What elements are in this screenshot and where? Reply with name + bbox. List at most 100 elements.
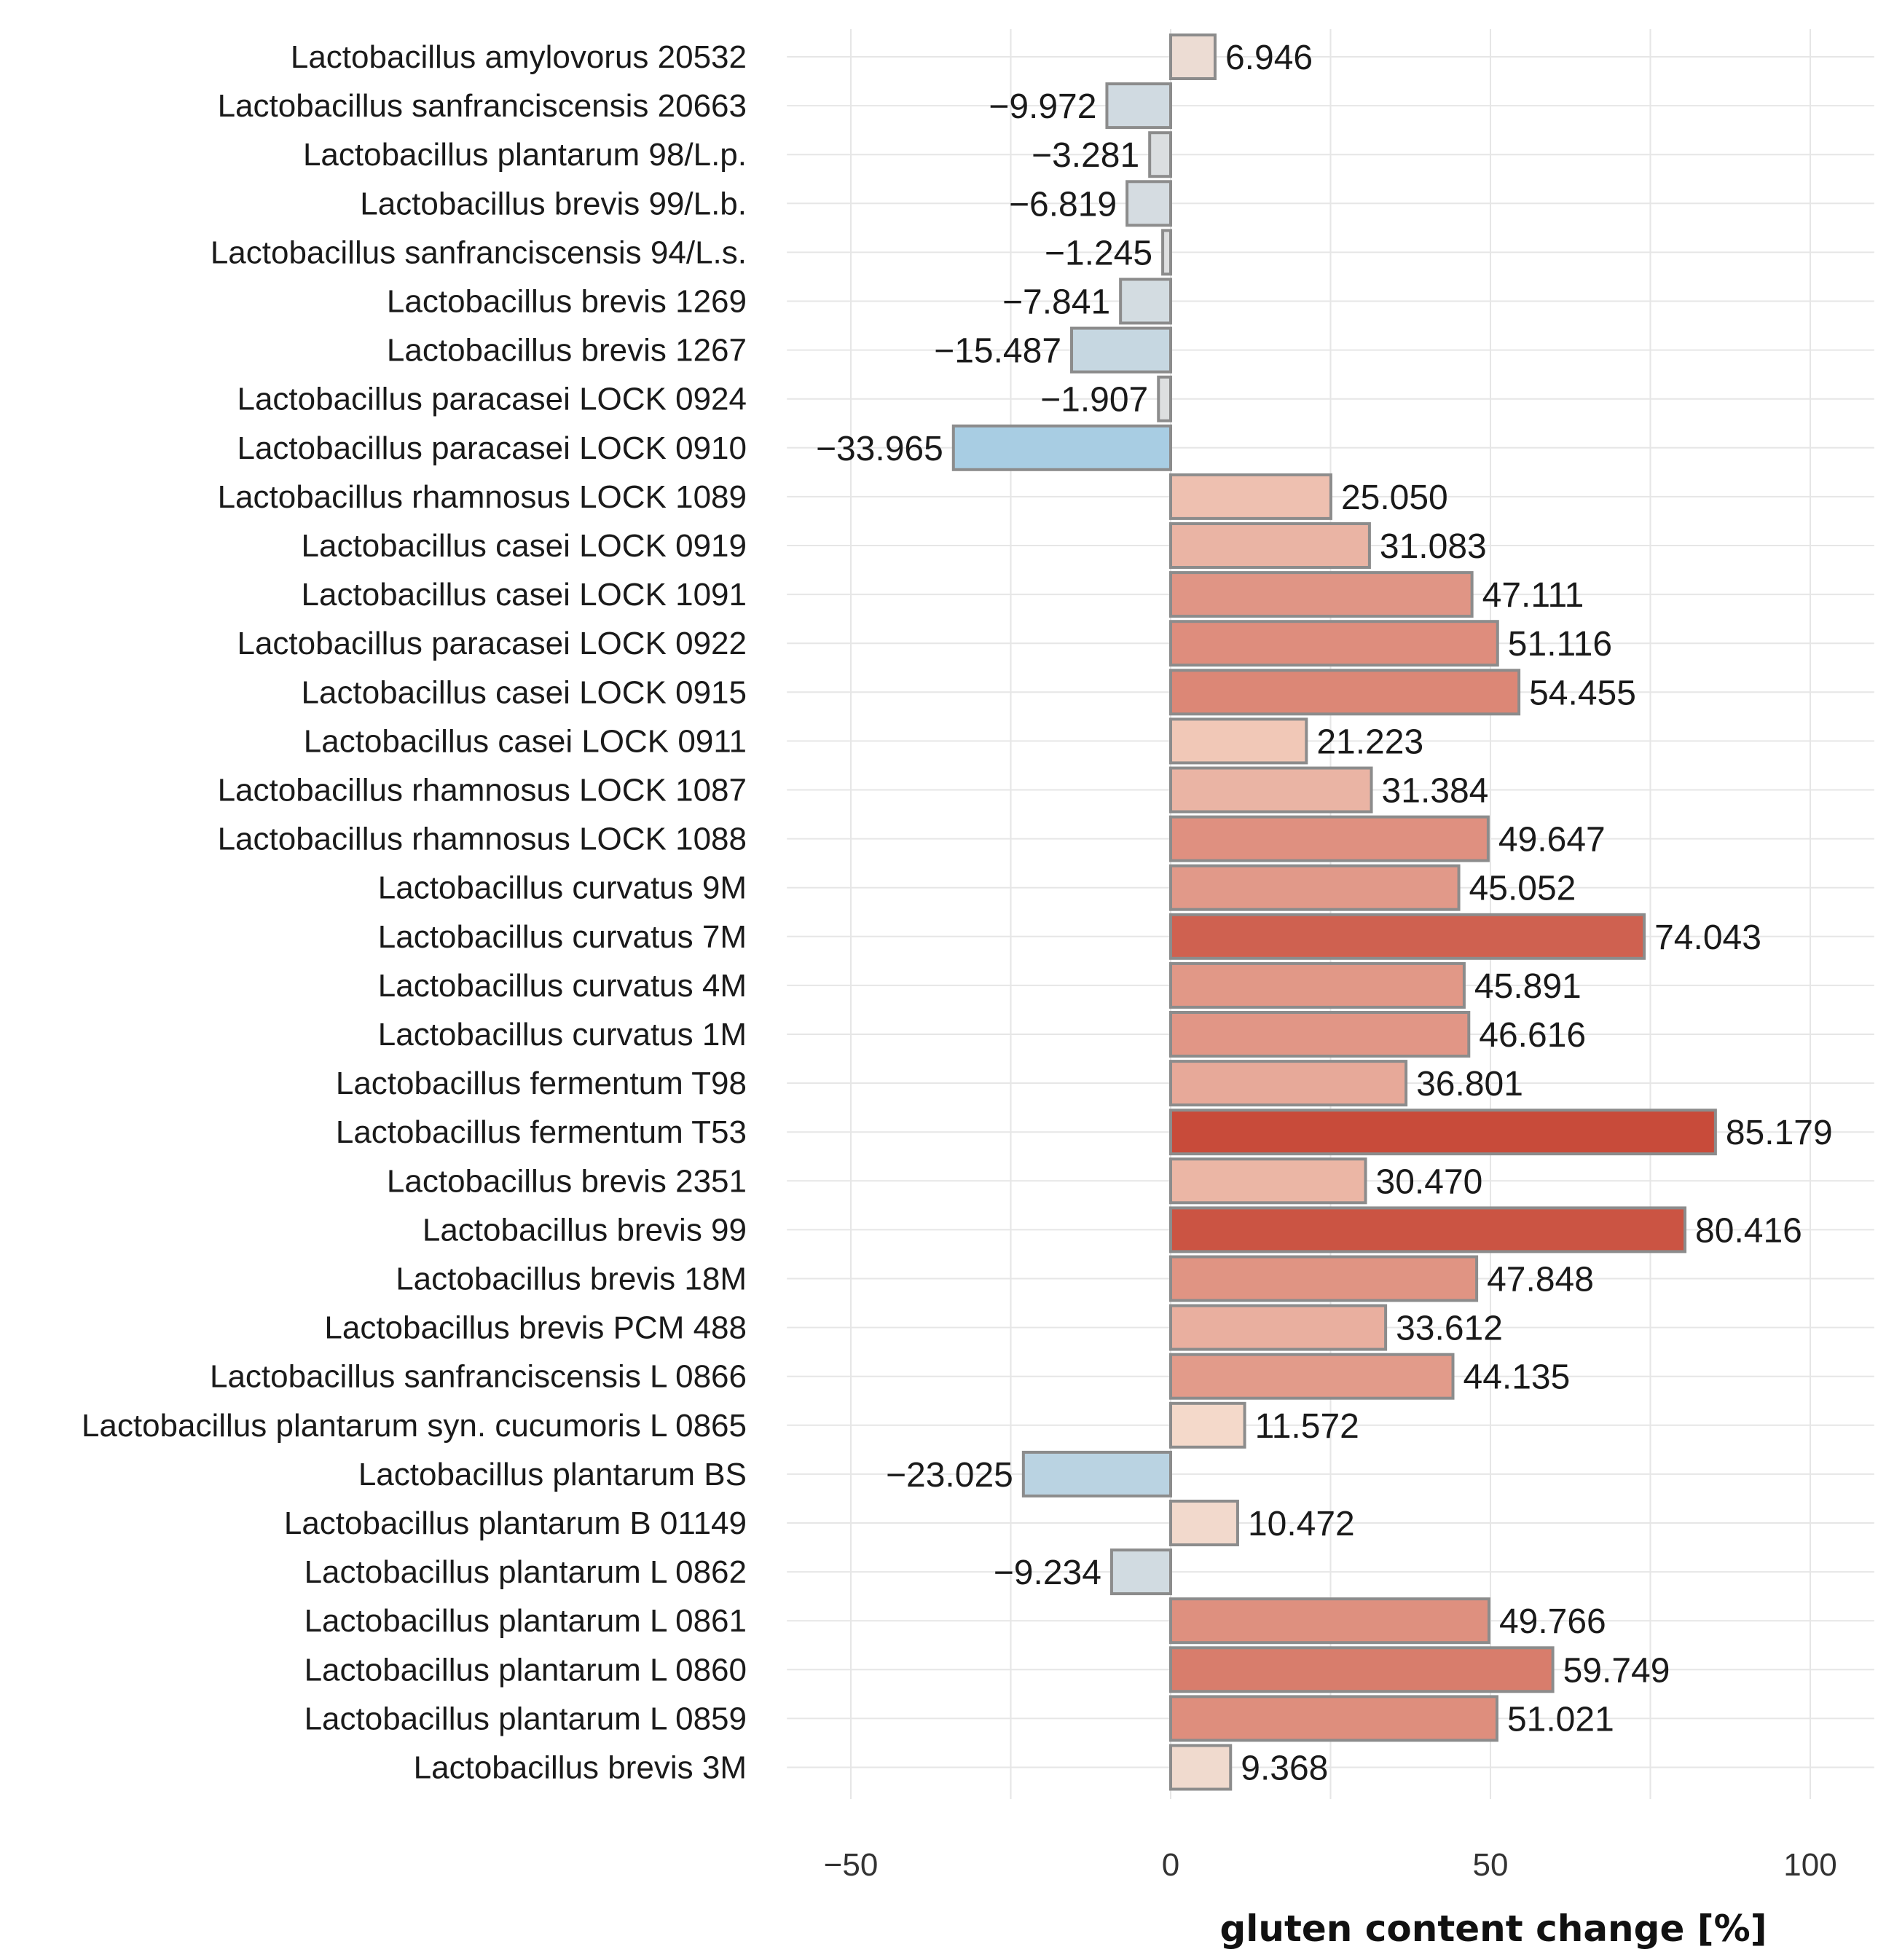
category-label: Lactobacillus plantarum L 0859 <box>305 1701 747 1736</box>
value-label: 21.223 <box>1316 723 1423 761</box>
category-label: Lactobacillus rhamnosus LOCK 1087 <box>218 773 747 808</box>
category-label: Lactobacillus curvatus 9M <box>378 870 747 906</box>
value-label: 30.470 <box>1376 1162 1483 1201</box>
bar <box>1161 229 1172 276</box>
category-label: Lactobacillus fermentum T53 <box>336 1114 747 1150</box>
category-label: Lactobacillus casei LOCK 1091 <box>302 577 747 613</box>
bar <box>1169 1011 1471 1058</box>
bar <box>1105 82 1172 130</box>
category-label: Lactobacillus plantarum syn. cucumoris L… <box>82 1408 747 1444</box>
value-label: −15.487 <box>934 332 1061 371</box>
bar <box>1148 131 1173 178</box>
value-label: 6.946 <box>1225 39 1313 77</box>
category-label: Lactobacillus plantarum L 0860 <box>305 1652 747 1688</box>
category-labels: Lactobacillus amylovorus 20532 Lactobacil… <box>82 39 747 1786</box>
category-label: Lactobacillus curvatus 7M <box>378 919 747 955</box>
category-label: Lactobacillus plantarum 98/L.p. <box>303 137 747 173</box>
value-label: 46.616 <box>1479 1016 1586 1055</box>
value-label: −23.025 <box>886 1456 1013 1495</box>
category-label: Lactobacillus rhamnosus LOCK 1089 <box>218 479 747 515</box>
value-label: 10.472 <box>1248 1505 1355 1543</box>
category-label: Lactobacillus plantarum L 0862 <box>305 1554 747 1590</box>
value-label: 31.083 <box>1380 527 1487 566</box>
x-tick-label: 100 <box>1783 1847 1836 1883</box>
bar <box>1169 961 1466 1009</box>
bar <box>1109 1548 1173 1596</box>
category-label: Lactobacillus amylovorus 20532 <box>291 39 747 75</box>
category-label: Lactobacillus brevis 99/L.b. <box>360 186 747 221</box>
category-label: Lactobacillus brevis 1269 <box>387 284 747 320</box>
bar <box>951 424 1173 471</box>
value-label: 74.043 <box>1654 918 1761 957</box>
value-label: −1.907 <box>1040 381 1148 420</box>
value-label: 11.572 <box>1255 1407 1359 1446</box>
value-label: −9.234 <box>994 1554 1101 1592</box>
value-label: 47.111 <box>1482 576 1584 615</box>
x-tick-label: 0 <box>1162 1847 1179 1883</box>
bar <box>1169 1206 1687 1253</box>
value-label: 33.612 <box>1396 1310 1503 1348</box>
bar <box>1169 522 1371 569</box>
x-tick-label: −50 <box>824 1847 879 1883</box>
value-label: 59.749 <box>1563 1651 1670 1690</box>
bar <box>1169 669 1521 716</box>
bar <box>1169 1597 1490 1645</box>
value-label: 45.052 <box>1469 870 1576 908</box>
bar <box>1169 34 1217 80</box>
bar <box>1169 473 1332 520</box>
category-label: Lactobacillus paracasei LOCK 0922 <box>237 626 747 661</box>
category-label: Lactobacillus fermentum T98 <box>336 1066 747 1101</box>
category-label: Lactobacillus sanfranciscensis 20663 <box>218 88 747 124</box>
bar <box>1169 766 1373 814</box>
category-label: Lactobacillus brevis 18M <box>396 1262 747 1297</box>
x-axis-ticks: −50 0 50 100 <box>824 1847 1837 1883</box>
bar <box>1169 717 1308 765</box>
value-label: 47.848 <box>1487 1261 1594 1299</box>
bar <box>1169 571 1474 618</box>
category-label: Lactobacillus paracasei LOCK 0924 <box>237 382 747 417</box>
value-label: −7.841 <box>1002 283 1110 322</box>
category-label: Lactobacillus brevis 3M <box>414 1750 747 1786</box>
category-label: Lactobacillus plantarum BS <box>358 1457 747 1492</box>
bar <box>1169 913 1646 960</box>
x-tick-label: 50 <box>1473 1847 1509 1883</box>
category-label: Lactobacillus curvatus 1M <box>378 1017 747 1052</box>
bar <box>1169 1744 1233 1791</box>
bars <box>951 34 1717 1791</box>
value-label: 49.766 <box>1499 1602 1606 1641</box>
value-label: 36.801 <box>1416 1065 1523 1103</box>
category-label: Lactobacillus sanfranciscensis 94/L.s. <box>211 235 747 270</box>
bar <box>1169 1500 1239 1546</box>
value-label: 80.416 <box>1695 1211 1802 1250</box>
value-label: −9.972 <box>989 87 1096 126</box>
value-label: 51.021 <box>1507 1700 1614 1739</box>
value-label: 85.179 <box>1726 1114 1833 1152</box>
bar <box>1157 375 1173 422</box>
category-label: Lactobacillus brevis PCM 488 <box>324 1310 747 1346</box>
bar <box>1021 1450 1172 1497</box>
bar <box>1169 1157 1367 1205</box>
bar <box>1169 1304 1388 1351</box>
bar <box>1125 180 1172 227</box>
bar <box>1070 326 1173 374</box>
bar <box>1119 278 1172 325</box>
value-labels: 6.946 −9.972 −3.281 −6.819 −1.245 −7.841 −15.4… <box>816 39 1833 1788</box>
category-label: Lactobacillus casei LOCK 0915 <box>302 674 747 710</box>
value-label: 44.135 <box>1463 1358 1571 1397</box>
category-label: Lactobacillus paracasei LOCK 0910 <box>237 430 747 466</box>
bar <box>1169 620 1499 667</box>
value-label: 49.647 <box>1498 821 1606 859</box>
value-label: −1.245 <box>1045 234 1152 272</box>
bar <box>1169 1353 1455 1400</box>
value-label: 54.455 <box>1529 674 1636 712</box>
bar <box>1169 1255 1479 1302</box>
bar <box>1169 1060 1408 1107</box>
value-label: −33.965 <box>816 430 943 468</box>
bar <box>1169 864 1461 911</box>
bar <box>1169 1646 1555 1693</box>
value-label: −6.819 <box>1009 185 1117 224</box>
category-label: Lactobacillus brevis 1267 <box>387 333 747 369</box>
category-label: Lactobacillus brevis 2351 <box>387 1163 747 1199</box>
value-label: 9.368 <box>1241 1750 1328 1788</box>
category-label: Lactobacillus curvatus 4M <box>378 968 747 1004</box>
